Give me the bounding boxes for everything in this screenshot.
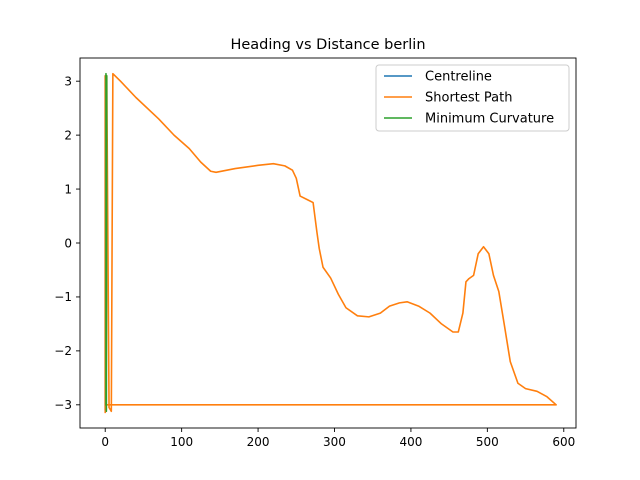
x-tick-label: 400 xyxy=(399,435,422,449)
series-line-2 xyxy=(105,72,108,413)
series-line-1 xyxy=(104,72,557,414)
x-tick-label: 300 xyxy=(323,435,346,449)
legend-label-2: Minimum Curvature xyxy=(425,112,554,127)
legend-label-0: Centreline xyxy=(425,70,492,85)
legend: Centreline Shortest Path Minimum Curvature xyxy=(375,64,570,132)
x-tick-label: 200 xyxy=(247,435,270,449)
y-tick-label: 3 xyxy=(64,74,72,88)
legend-label-1: Shortest Path xyxy=(425,91,512,106)
chart-title: Heading vs Distance berlin xyxy=(230,37,425,53)
y-tick-label: 2 xyxy=(64,128,72,142)
axes: 0 100 200 300 400 500 600 −3 −2 −1 0 1 2 3 xyxy=(54,57,577,449)
y-tick-label: −2 xyxy=(54,344,72,358)
x-tick-label: 100 xyxy=(170,435,193,449)
x-tick-label: 0 xyxy=(101,435,109,449)
legend-box xyxy=(375,64,570,132)
y-tick-label: −3 xyxy=(54,398,72,412)
y-tick-label: −1 xyxy=(54,290,72,304)
plot-lines xyxy=(104,72,557,414)
y-tick-label: 0 xyxy=(64,236,72,250)
x-tick-label: 500 xyxy=(476,435,499,449)
x-tick-label: 600 xyxy=(552,435,575,449)
y-tick-label: 1 xyxy=(64,182,72,196)
